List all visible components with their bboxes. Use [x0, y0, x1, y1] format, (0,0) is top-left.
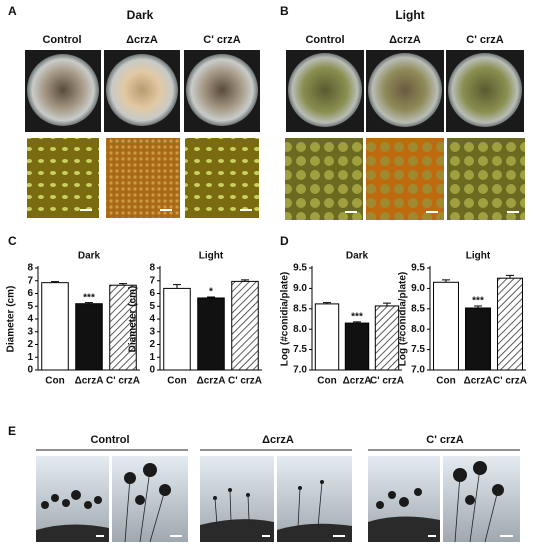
panel-label: E — [8, 424, 16, 438]
error-bar — [241, 279, 249, 282]
error-bar — [442, 279, 450, 283]
x-tick-label: C' crzA — [370, 376, 404, 387]
y-tick-label: 9.0 — [411, 283, 425, 294]
y-tick-label: 8.5 — [411, 303, 425, 314]
x-tick-label: ΔcrzA — [197, 376, 226, 387]
y-tick-label: 7.0 — [293, 365, 307, 376]
y-tick-label: 5 — [149, 301, 155, 312]
column-label: ΔcrzA — [389, 34, 421, 46]
error-bar — [474, 305, 482, 308]
y-tick-label: 2 — [149, 339, 155, 350]
y-tick-label: 3 — [27, 326, 33, 337]
bar — [497, 277, 523, 371]
panel-label: A — [8, 4, 17, 18]
error-bar — [51, 281, 59, 283]
bar — [75, 303, 103, 371]
column-label: Control — [305, 34, 344, 46]
y-axis-label: Log (#conidia/plate) — [398, 272, 409, 366]
y-tick-label: 6 — [149, 288, 155, 299]
column-label: Control — [90, 434, 129, 446]
chart-title: Dark — [78, 251, 101, 262]
x-tick-label: Con — [317, 376, 336, 387]
panel-title: Dark — [127, 8, 154, 22]
y-tick-label: 8.0 — [411, 324, 425, 335]
x-tick-label: C' crzA — [228, 376, 262, 387]
bar — [197, 297, 225, 371]
y-tick-label: 8 — [149, 263, 155, 274]
column-label: C' crzA — [466, 34, 504, 46]
panel-label: B — [280, 4, 289, 18]
x-tick-label: Con — [436, 376, 455, 387]
bar — [344, 322, 370, 371]
column-label: C' crzA — [426, 434, 464, 446]
y-tick-label: 8.0 — [293, 324, 307, 335]
x-tick-label: C' crzA — [106, 376, 140, 387]
x-tick-label: Con — [167, 376, 186, 387]
y-tick-label: 1 — [149, 352, 155, 363]
column-label: C' crzA — [203, 34, 241, 46]
significance-label: * — [209, 287, 213, 298]
y-tick-label: 7 — [27, 275, 33, 286]
error-bar — [119, 283, 127, 286]
y-axis-label: Diameter (cm) — [6, 286, 17, 353]
error-bar — [207, 296, 215, 298]
plate-photos — [25, 50, 260, 218]
error-bar — [506, 274, 514, 279]
chart-title: Light — [199, 251, 224, 262]
bar — [41, 282, 69, 371]
error-bar — [173, 284, 181, 289]
y-tick-label: 3 — [149, 326, 155, 337]
significance-label: *** — [83, 292, 95, 303]
y-axis-label: Log (#conidia/plate) — [280, 272, 291, 366]
y-tick-label: 0 — [149, 365, 155, 376]
y-tick-label: 6 — [27, 288, 33, 299]
y-tick-label: 7.5 — [293, 344, 307, 355]
column-label: Control — [42, 34, 81, 46]
bar — [231, 280, 259, 371]
x-tick-label: C' crzA — [493, 376, 527, 387]
panel-title: Light — [395, 8, 424, 22]
y-tick-label: 7 — [149, 275, 155, 286]
y-tick-label: 9.5 — [411, 263, 425, 274]
y-tick-label: 8 — [27, 263, 33, 274]
panel-label: C — [8, 234, 17, 248]
bar — [465, 307, 491, 371]
y-tick-label: 8.5 — [293, 303, 307, 314]
y-tick-label: 2 — [27, 339, 33, 350]
chart-title: Dark — [346, 251, 369, 262]
y-tick-label: 9.0 — [293, 283, 307, 294]
y-tick-label: 5 — [27, 301, 33, 312]
significance-label: *** — [351, 311, 363, 322]
column-label: ΔcrzA — [126, 34, 158, 46]
error-bar — [383, 302, 391, 306]
y-tick-label: 7.5 — [411, 344, 425, 355]
plate-photos — [285, 50, 525, 220]
y-tick-label: 1 — [27, 352, 33, 363]
error-bar — [323, 302, 331, 304]
column-label: ΔcrzA — [262, 434, 294, 446]
significance-label: *** — [472, 296, 484, 307]
error-bar — [85, 302, 93, 304]
y-tick-label: 0 — [27, 365, 33, 376]
bar — [374, 305, 400, 371]
y-axis-label: Diameter (cm) — [128, 286, 139, 353]
chart-title: Light — [466, 251, 491, 262]
y-tick-label: 4 — [27, 314, 33, 325]
y-tick-label: 4 — [149, 314, 155, 325]
error-bar — [353, 321, 361, 324]
x-tick-label: ΔcrzA — [75, 376, 104, 387]
bar — [433, 281, 459, 371]
x-tick-label: ΔcrzA — [464, 376, 493, 387]
bar — [163, 287, 191, 371]
y-tick-label: 9.5 — [293, 263, 307, 274]
y-tick-label: 7.0 — [411, 365, 425, 376]
micrographs — [36, 449, 520, 543]
panel-label: D — [280, 234, 289, 248]
x-tick-label: Con — [45, 376, 64, 387]
bar — [109, 284, 137, 371]
x-tick-label: ΔcrzA — [343, 376, 372, 387]
bar — [314, 303, 340, 371]
